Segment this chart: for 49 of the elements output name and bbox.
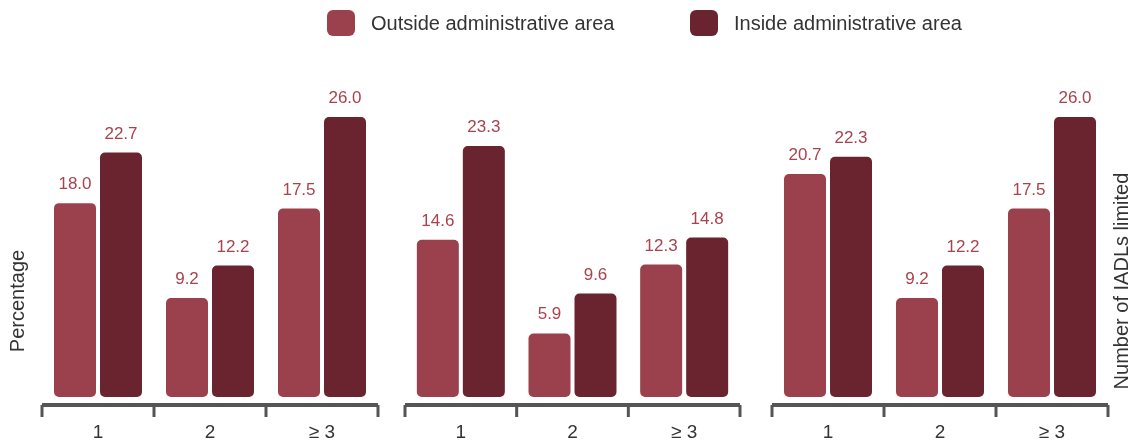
data-label: 9.2 (175, 268, 199, 288)
bar (896, 297, 938, 397)
y-axis-title: Percentage (6, 249, 28, 353)
bar (942, 265, 984, 397)
data-label: 22.3 (834, 127, 868, 147)
data-label: 23.3 (467, 117, 501, 137)
data-label: 26.0 (1058, 88, 1092, 107)
x-tick-label: 1 (455, 421, 467, 442)
bar (278, 208, 320, 397)
x-tick-label: 1 (822, 421, 834, 442)
bar (212, 265, 254, 397)
bar (1054, 117, 1096, 397)
data-label: 26.0 (328, 88, 362, 107)
data-label: 14.8 (690, 208, 724, 228)
x-tick-label: ≥ 3 (671, 421, 698, 442)
bar (462, 146, 505, 397)
x-tick-label: 2 (567, 421, 578, 442)
data-label: 17.5 (282, 179, 316, 199)
data-label: 12.2 (946, 236, 980, 256)
data-label: 9.6 (583, 264, 608, 284)
data-label: 12.2 (216, 236, 250, 256)
legend-label: Outside administrative area (371, 12, 616, 34)
data-label: 20.7 (788, 145, 822, 165)
x-tick-label: 2 (934, 421, 946, 442)
x-tick-label: ≥ 3 (308, 421, 336, 442)
bar (830, 156, 872, 397)
bar (100, 152, 142, 397)
data-label: 9.2 (905, 268, 929, 288)
bar (166, 297, 208, 397)
x-tick-label: ≥ 3 (1038, 421, 1066, 442)
bar (1008, 208, 1050, 397)
data-label: 12.3 (644, 235, 678, 255)
bar (686, 237, 729, 397)
x-tick-label: 1 (92, 421, 104, 442)
bar (640, 264, 683, 397)
y2-axis-title: Number of IADLs limited (1110, 172, 1132, 390)
bar (54, 203, 96, 397)
data-label: 14.6 (421, 210, 455, 230)
data-label: 22.7 (104, 123, 138, 143)
data-label: 17.5 (1012, 179, 1046, 199)
x-tick-label: 2 (204, 421, 216, 442)
bar (528, 333, 571, 397)
data-label: 18.0 (58, 174, 92, 194)
legend-label: Inside administrative area (734, 12, 963, 34)
bar (574, 293, 617, 397)
bar (784, 174, 826, 397)
data-label: 5.9 (537, 304, 562, 324)
bar (416, 239, 459, 397)
bar (324, 117, 366, 397)
